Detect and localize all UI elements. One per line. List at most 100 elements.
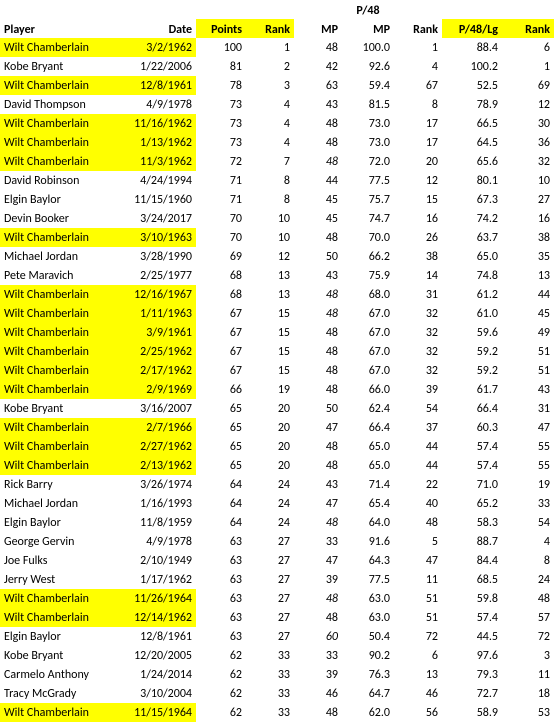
cell-mp: 47 (294, 494, 342, 513)
cell-rank2: 26 (394, 228, 442, 247)
cell-p48mp: 65.0 (342, 456, 394, 475)
cell-p48lg: 78.9 (442, 95, 502, 114)
cell-p48mp: 62.0 (342, 703, 394, 722)
cell-mp: 48 (294, 361, 342, 380)
cell-rank3: 49 (502, 323, 554, 342)
cell-rank1: 12 (246, 247, 294, 266)
cell-p48mp: 59.4 (342, 76, 394, 95)
cell-rank1: 33 (246, 703, 294, 722)
cell-p48mp: 67.0 (342, 361, 394, 380)
cell-player: Devin Booker (0, 209, 118, 228)
table-body: Wilt Chamberlain3/2/1962100148100.0188.4… (0, 38, 554, 722)
cell-p48lg: 57.4 (442, 456, 502, 475)
header-row-main: Player Date Points Rank MP MP Rank P/48/… (0, 19, 554, 38)
cell-p48lg: 58.3 (442, 513, 502, 532)
cell-player: Wilt Chamberlain (0, 437, 118, 456)
cell-rank2: 13 (394, 665, 442, 684)
table-row: Wilt Chamberlain11/15/196462334862.05658… (0, 703, 554, 722)
cell-rank2: 8 (394, 95, 442, 114)
cell-points: 100 (196, 38, 246, 57)
cell-p48mp: 76.3 (342, 665, 394, 684)
cell-mp: 48 (294, 304, 342, 323)
cell-mp: 45 (294, 190, 342, 209)
cell-date: 2/13/1962 (118, 456, 196, 475)
cell-points: 62 (196, 684, 246, 703)
header-mp: MP (294, 19, 342, 38)
cell-rank2: 16 (394, 209, 442, 228)
cell-points: 67 (196, 304, 246, 323)
cell-rank1: 15 (246, 304, 294, 323)
cell-mp: 48 (294, 608, 342, 627)
cell-player: Jerry West (0, 570, 118, 589)
cell-rank3: 18 (502, 684, 554, 703)
cell-player: Elgin Baylor (0, 190, 118, 209)
cell-rank1: 33 (246, 646, 294, 665)
cell-p48mp: 50.4 (342, 627, 394, 646)
cell-p48lg: 59.8 (442, 589, 502, 608)
table-row: Wilt Chamberlain2/13/196265204865.04457.… (0, 456, 554, 475)
cell-rank3: 72 (502, 627, 554, 646)
cell-date: 11/15/1960 (118, 190, 196, 209)
cell-mp: 45 (294, 209, 342, 228)
cell-rank1: 20 (246, 399, 294, 418)
cell-rank3: 43 (502, 380, 554, 399)
table-row: Wilt Chamberlain2/25/196267154867.03259.… (0, 342, 554, 361)
cell-p48lg: 59.2 (442, 342, 502, 361)
cell-player: Pete Maravich (0, 266, 118, 285)
cell-date: 11/8/1959 (118, 513, 196, 532)
cell-points: 65 (196, 456, 246, 475)
cell-rank3: 36 (502, 133, 554, 152)
cell-date: 12/8/1961 (118, 76, 196, 95)
cell-rank1: 20 (246, 437, 294, 456)
cell-p48mp: 73.0 (342, 114, 394, 133)
cell-rank3: 24 (502, 570, 554, 589)
cell-p48lg: 66.4 (442, 399, 502, 418)
cell-p48mp: 66.4 (342, 418, 394, 437)
cell-rank2: 46 (394, 684, 442, 703)
cell-rank1: 24 (246, 475, 294, 494)
cell-rank2: 17 (394, 133, 442, 152)
cell-p48mp: 64.3 (342, 551, 394, 570)
header-row-upper: P/48 (0, 0, 554, 19)
cell-mp: 48 (294, 285, 342, 304)
cell-player: Wilt Chamberlain (0, 380, 118, 399)
cell-rank3: 30 (502, 114, 554, 133)
cell-points: 68 (196, 285, 246, 304)
cell-p48mp: 70.0 (342, 228, 394, 247)
header-p48lg: P/48/Lg (442, 19, 502, 38)
cell-p48mp: 68.0 (342, 285, 394, 304)
cell-rank3: 44 (502, 285, 554, 304)
cell-player: David Robinson (0, 171, 118, 190)
table-row: Pete Maravich2/25/197768134375.91474.813 (0, 266, 554, 285)
cell-rank2: 38 (394, 247, 442, 266)
cell-rank3: 45 (502, 304, 554, 323)
cell-rank2: 39 (394, 380, 442, 399)
cell-rank1: 1 (246, 38, 294, 57)
cell-rank1: 27 (246, 589, 294, 608)
cell-p48lg: 64.5 (442, 133, 502, 152)
cell-p48lg: 74.8 (442, 266, 502, 285)
cell-points: 62 (196, 665, 246, 684)
cell-date: 3/10/1963 (118, 228, 196, 247)
cell-rank1: 10 (246, 209, 294, 228)
cell-rank3: 48 (502, 589, 554, 608)
cell-mp: 48 (294, 703, 342, 722)
cell-points: 63 (196, 570, 246, 589)
header-rank2: Rank (394, 19, 442, 38)
table-row: Kobe Bryant12/20/200562333390.2697.63 (0, 646, 554, 665)
cell-mp: 48 (294, 114, 342, 133)
cell-p48lg: 58.9 (442, 703, 502, 722)
cell-date: 12/8/1961 (118, 627, 196, 646)
cell-date: 11/3/1962 (118, 152, 196, 171)
cell-rank3: 51 (502, 361, 554, 380)
cell-player: Wilt Chamberlain (0, 608, 118, 627)
cell-date: 4/9/1978 (118, 532, 196, 551)
header-player: Player (0, 19, 118, 38)
cell-points: 63 (196, 627, 246, 646)
cell-points: 70 (196, 228, 246, 247)
cell-p48mp: 72.0 (342, 152, 394, 171)
cell-p48lg: 100.2 (442, 57, 502, 76)
cell-p48mp: 71.4 (342, 475, 394, 494)
cell-points: 81 (196, 57, 246, 76)
cell-mp: 50 (294, 399, 342, 418)
